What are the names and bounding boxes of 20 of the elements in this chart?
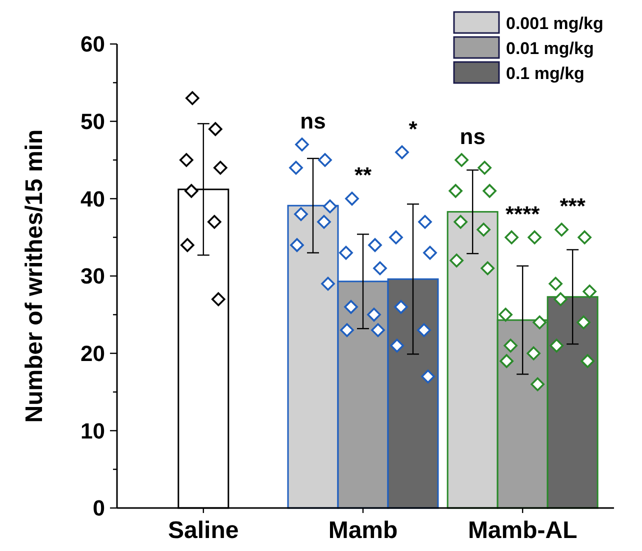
x-tick-label: Saline bbox=[168, 517, 239, 544]
annotation: * bbox=[408, 116, 418, 142]
y-tick-label: 50 bbox=[80, 109, 105, 134]
x-tick-label: Mamb bbox=[328, 517, 398, 544]
y-tick-label: 30 bbox=[80, 264, 105, 289]
y-tick-label: 40 bbox=[80, 186, 105, 212]
annotation: ns bbox=[300, 108, 326, 134]
x-tick-label: Mamb-AL bbox=[468, 517, 578, 544]
annotation: ns bbox=[460, 124, 486, 149]
annotation: *** bbox=[560, 194, 586, 219]
annotation: **** bbox=[505, 201, 540, 226]
legend-label: 0.1 mg/kg bbox=[506, 64, 584, 83]
legend-label: 0.001 mg/kg bbox=[506, 14, 604, 33]
legend-label: 0.01 mg/kg bbox=[506, 38, 594, 58]
annotation: ** bbox=[354, 162, 372, 188]
y-tick-label: 10 bbox=[80, 418, 105, 444]
y-tick-label: 20 bbox=[80, 341, 105, 366]
y-tick-label: 0 bbox=[92, 496, 105, 521]
y-tick-label: 60 bbox=[80, 32, 105, 57]
y-axis-title: Number of writhes/15 min bbox=[21, 129, 48, 423]
